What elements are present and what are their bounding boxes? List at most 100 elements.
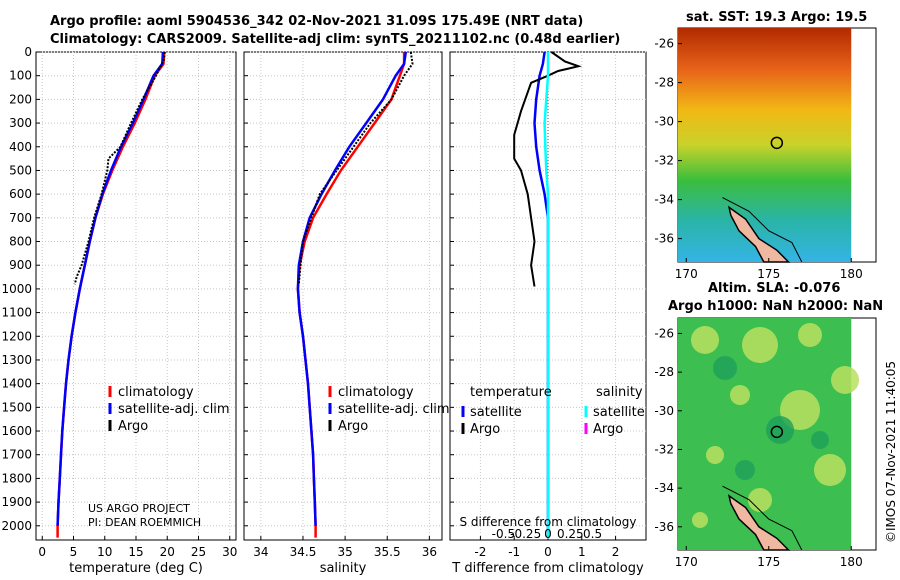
series-temperature-argo	[513, 51, 582, 287]
sst-map-field	[678, 28, 852, 262]
y-tick-label: 2000	[1, 519, 32, 533]
legend-header: temperature	[470, 385, 552, 400]
sla-map-float-marker	[770, 425, 784, 439]
x-tick-label: 2	[612, 545, 620, 559]
map-y-tick-label: -30	[654, 115, 674, 129]
x-axis-label-salinity-panel: salinity	[320, 561, 367, 576]
sla-anomaly	[780, 390, 820, 430]
chart-title-line1: Argo profile: aoml 5904536_342 02-Nov-20…	[50, 14, 584, 29]
map-y-tick-label: -34	[654, 481, 674, 495]
sst-map-title: sat. SST: 19.3 Argo: 19.5	[686, 10, 868, 25]
map-x-tick-label: 180	[840, 555, 863, 569]
legend-header: salinity	[596, 385, 643, 400]
sst-map-float-marker	[770, 136, 784, 150]
y-tick-label: 1500	[1, 400, 32, 414]
legend-label: Argo	[593, 422, 623, 437]
y-tick-label: 900	[9, 258, 32, 272]
pi-annotation: US ARGO PROJECT	[88, 502, 190, 515]
y-tick-label: 400	[9, 140, 32, 154]
y-tick-label: 1300	[1, 353, 32, 367]
y-tick-label: 200	[9, 92, 32, 106]
series-argo	[73, 51, 166, 285]
y-tick-label: 1900	[1, 495, 32, 509]
legend-label: Argo	[118, 419, 148, 434]
map-x-tick-label: 175	[757, 267, 780, 281]
x-tick-label: -1	[508, 545, 520, 559]
map-x-tick-label: 180	[840, 267, 863, 281]
top-tick-label: 0.25	[557, 527, 584, 541]
sst-map-landmass	[727, 205, 791, 263]
x-tick-label: 0	[38, 545, 46, 559]
y-tick-label: 100	[9, 69, 32, 83]
sla-anomaly	[748, 488, 772, 512]
sla-anomaly	[814, 454, 846, 486]
x-tick-label: 30	[222, 545, 237, 559]
x-tick-label: 15	[128, 545, 143, 559]
y-tick-label: 500	[9, 163, 32, 177]
x-tick-label: 34	[253, 545, 268, 559]
map-x-tick-label: 170	[675, 267, 698, 281]
legend-label: satellite-adj. clim	[338, 402, 450, 417]
map-y-tick-label: -26	[654, 37, 674, 51]
sla-anomaly	[706, 446, 724, 464]
map-y-tick-label: -30	[654, 404, 674, 418]
map-x-tick-label: 170	[675, 555, 698, 569]
legend-label: climatology	[118, 385, 194, 400]
credit-text: ©IMOS 07-Nov-2021 11:40:05	[884, 360, 898, 543]
x-tick-label: 25	[191, 545, 206, 559]
x-axis-label-difference-panel: T difference from climatology	[451, 561, 644, 576]
top-axis-label: S difference from climatology	[460, 515, 637, 529]
map-x-tick-label: 175	[757, 555, 780, 569]
map-y-tick-label: -34	[654, 193, 674, 207]
sla-map-landmass	[727, 494, 791, 551]
series-satellite-adj-clim	[56, 51, 165, 526]
x-tick-label: 20	[160, 545, 175, 559]
sla-anomaly	[735, 460, 755, 480]
x-tick-label: 35.5	[374, 545, 401, 559]
y-tick-label: 1800	[1, 471, 32, 485]
sla-anomaly	[811, 431, 829, 449]
legend-label: satellite	[470, 405, 522, 420]
x-axis-label-temperature-panel: temperature (deg C)	[69, 561, 203, 576]
sla-map-title: Altim. SLA: -0.076	[708, 281, 841, 296]
sla-anomaly	[766, 416, 794, 444]
legend-label: satellite	[593, 405, 645, 420]
y-tick-label: 1400	[1, 377, 32, 391]
map-y-tick-label: -32	[654, 442, 674, 456]
series-satellite-adj-clim	[296, 51, 408, 526]
map-y-tick-label: -28	[654, 365, 674, 379]
sst-map	[677, 27, 877, 263]
y-tick-label: 1600	[1, 424, 32, 438]
sla-map-isobath	[722, 485, 803, 551]
sla-anomaly	[692, 512, 708, 528]
legend-label: climatology	[338, 385, 414, 400]
sla-anomaly	[798, 323, 822, 347]
sla-map	[677, 317, 877, 551]
chart-title-line2: Climatology: CARS2009. Satellite-adj cli…	[50, 32, 621, 47]
y-tick-label: 300	[9, 116, 32, 130]
sla-anomaly	[713, 356, 737, 380]
legend-label: Argo	[470, 422, 500, 437]
y-tick-label: 1700	[1, 448, 32, 462]
x-tick-label: -2	[474, 545, 486, 559]
x-tick-label: 0	[544, 545, 552, 559]
series-salinity-satellite	[543, 52, 550, 538]
y-tick-label: 600	[9, 187, 32, 201]
top-tick-label: -0.5	[492, 527, 515, 541]
map-y-tick-label: -26	[654, 326, 674, 340]
sla-anomaly	[691, 326, 719, 354]
x-tick-label: 36	[422, 545, 437, 559]
x-tick-label: 10	[97, 545, 112, 559]
map-y-tick-label: -28	[654, 76, 674, 90]
x-tick-label: 35	[337, 545, 352, 559]
pi-annotation: PI: DEAN ROEMMICH	[88, 516, 201, 529]
top-tick-label: -0.25	[510, 527, 541, 541]
top-tick-label: 0	[544, 527, 552, 541]
map-y-tick-label: -36	[654, 520, 674, 534]
map-y-tick-label: -36	[654, 232, 674, 246]
y-tick-label: 1000	[1, 282, 32, 296]
sla-anomaly	[831, 366, 859, 394]
y-tick-label: 700	[9, 211, 32, 225]
top-tick-label: 0.5	[583, 527, 602, 541]
